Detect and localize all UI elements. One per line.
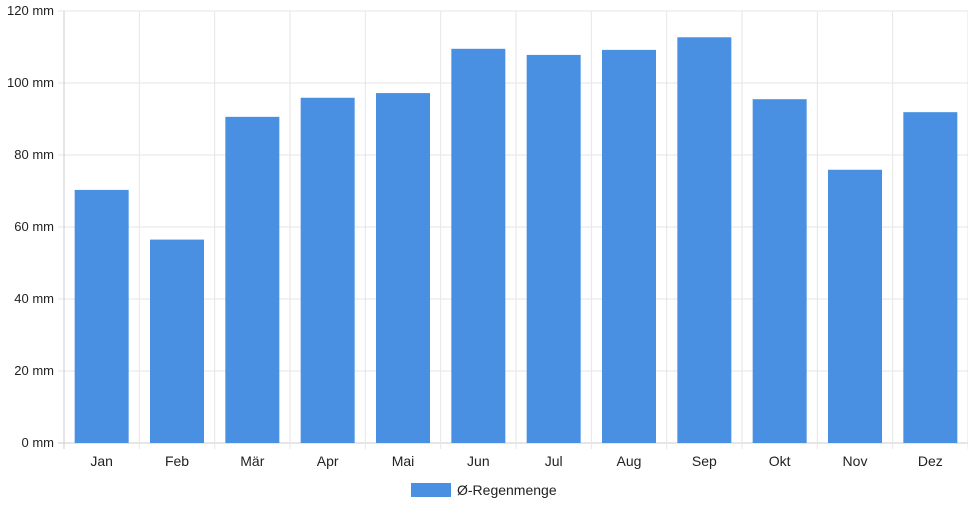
x-tick-label: Mär xyxy=(240,453,264,469)
grid-lines xyxy=(58,10,968,449)
x-tick-label: Jun xyxy=(467,453,490,469)
bar-jan xyxy=(74,189,129,443)
x-tick-label: Apr xyxy=(317,453,339,469)
y-tick-label: 100 mm xyxy=(7,75,54,90)
legend-label-regenmenge[interactable]: Ø-Regenmenge xyxy=(457,482,557,498)
x-tick-label: Okt xyxy=(769,453,791,469)
x-tick-label: Sep xyxy=(692,453,717,469)
x-tick-label: Nov xyxy=(843,453,868,469)
bar-jun xyxy=(451,48,506,444)
bar-apr xyxy=(300,97,355,443)
bar-okt xyxy=(752,99,807,443)
bar-jul xyxy=(526,54,581,444)
bars xyxy=(74,37,958,444)
x-tick-label: Feb xyxy=(165,453,189,469)
y-tick-label: 20 mm xyxy=(14,363,54,378)
bar-mär xyxy=(225,116,280,443)
bar-aug xyxy=(602,49,656,443)
bar-feb xyxy=(150,239,204,443)
x-tick-label: Jul xyxy=(545,453,563,469)
y-tick-label: 60 mm xyxy=(14,219,54,234)
x-tick-label: Mai xyxy=(392,453,415,469)
x-tick-label: Dez xyxy=(918,453,943,469)
bar-mai xyxy=(376,93,430,443)
bar-nov xyxy=(828,169,882,443)
y-tick-label: 0 mm xyxy=(22,435,55,450)
legend[interactable]: Ø-Regenmenge xyxy=(411,482,557,498)
x-tick-label: Jan xyxy=(90,453,113,469)
y-tick-label: 40 mm xyxy=(14,291,54,306)
legend-swatch-regenmenge[interactable] xyxy=(411,483,451,497)
y-tick-label: 120 mm xyxy=(7,3,54,18)
axes: 0 mm 20 mm 40 mm 60 mm 80 mm 100 mm 120 mm Jan F… xyxy=(7,3,943,469)
x-tick-label: Aug xyxy=(617,453,642,469)
bar-sep xyxy=(677,37,732,443)
y-tick-label: 80 mm xyxy=(14,147,54,162)
bar-dez xyxy=(903,112,958,443)
